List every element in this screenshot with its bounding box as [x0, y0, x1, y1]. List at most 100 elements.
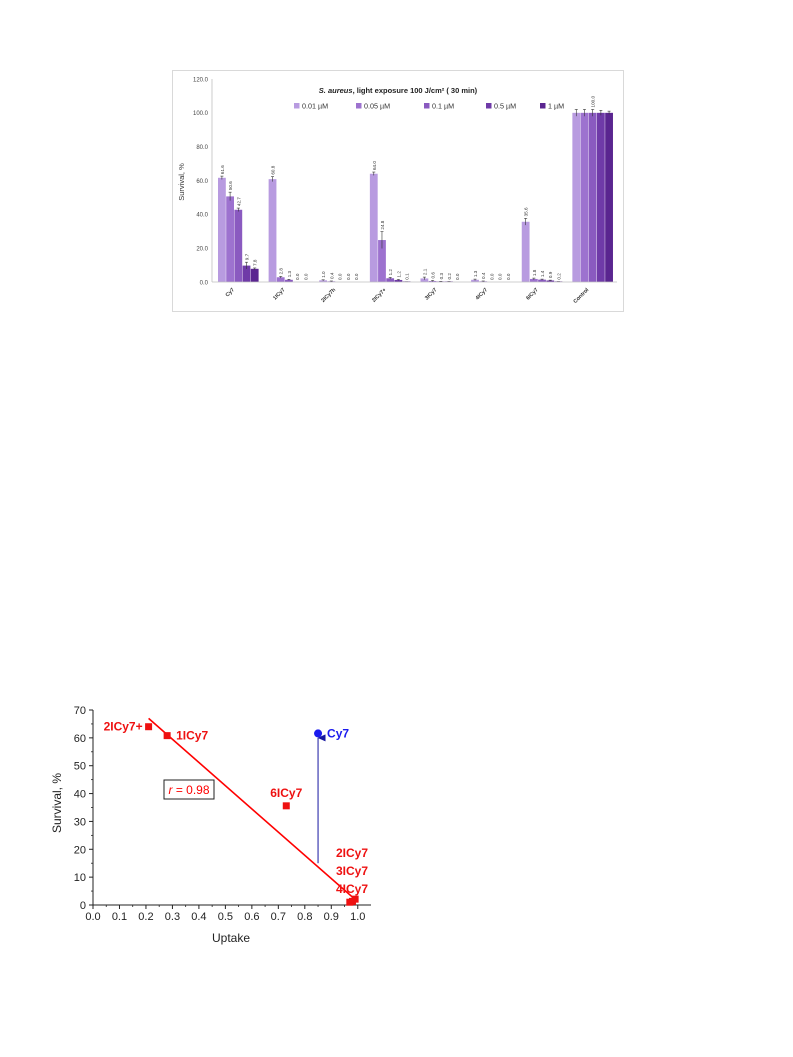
r-value: = 0.98 [172, 783, 209, 797]
chart2-y-tick-label: 60 [74, 733, 86, 745]
chart1-bar [285, 279, 293, 282]
chart1-y-tick-label: 80.0 [196, 145, 208, 151]
chart1-data-label: 1.2 [396, 271, 401, 278]
chart2-points: 2ICy7+ 1ICy7 6ICy7 Cy7 [104, 720, 359, 906]
chart1-legend-swatch [356, 103, 362, 109]
chart1-data-label: 1.4 [540, 270, 545, 277]
chart2-regression-line [148, 717, 356, 901]
chart2-y-tick-label: 20 [74, 844, 86, 856]
chart1-bar [605, 112, 613, 282]
survival-bar-chart: S. aureus, light exposure 100 J/cm² ( 30… [172, 70, 624, 312]
chart1-title-species: S. aureus [319, 86, 353, 95]
chart1-data-label: 64.0 [372, 161, 377, 170]
chart1-data-label: 0.0 [498, 273, 503, 280]
chart1-y-tick-label: 40.0 [196, 213, 208, 219]
chart1-legend: 0.01 µM 0.05 µM 0.1 µM 0.5 µM 1 µM [294, 102, 564, 111]
chart1-legend-label: 0.01 µM [302, 102, 328, 111]
chart1-bar [529, 278, 538, 282]
chart1-data-label: 0.1 [405, 273, 410, 280]
chart2-x-tick-label: 0.3 [165, 911, 180, 923]
chart1-bar [369, 173, 378, 282]
chart1-title: S. aureus, light exposure 100 J/cm² ( 30… [319, 86, 478, 95]
chart1-y-tick-label: 100.0 [193, 111, 209, 117]
chart2-stack-label: 3ICy7 [336, 864, 368, 878]
chart1-y-tick-label: 120.0 [193, 77, 209, 83]
chart2-point-label: 1ICy7 [176, 729, 208, 743]
chart2-point-cy7 [314, 729, 323, 738]
chart1-legend-swatch [486, 103, 492, 109]
chart2-x-tick-label: 0.0 [85, 911, 100, 923]
chart1-legend-swatch [424, 103, 430, 109]
chart1-data-label: 0.0 [455, 273, 460, 280]
chart2-fit-line [148, 717, 356, 901]
chart1-y-tick-label: 60.0 [196, 179, 208, 185]
chart2-x-axis-title: Uptake [212, 931, 250, 945]
chart1-bar [234, 209, 243, 282]
chart1-bar [226, 196, 234, 282]
chart1-data-label: 0.4 [481, 272, 486, 279]
chart2-y-tick-label: 0 [80, 900, 86, 912]
chart1-data-label: 0.6 [431, 272, 436, 279]
chart1-data-label: 0.0 [489, 273, 494, 280]
chart2-x-tick-label: 1.0 [350, 911, 365, 923]
chart1-bar [580, 112, 589, 282]
chart1-data-label: 0.0 [354, 273, 359, 280]
chart1-data-label: 1.3 [473, 270, 478, 277]
chart1-data-label: 1.8 [532, 269, 537, 276]
chart2-point [351, 895, 359, 903]
chart1-data-label: 0.2 [447, 273, 452, 280]
r-annotation-text: r = 0.98 [168, 783, 209, 797]
chart1-data-label: 2.1 [422, 268, 427, 275]
chart2-x-tick-label: 0.2 [138, 911, 153, 923]
chart1-data-label: 9.7 [245, 253, 250, 260]
chart2-x-tick-label: 0.6 [244, 911, 259, 923]
chart1-data-label: 0.0 [303, 273, 308, 280]
chart1-bar [420, 278, 429, 282]
r-annotation-box [163, 779, 215, 800]
chart2-stack-label: 2ICy7 [336, 846, 368, 860]
chart1-bar [596, 112, 605, 282]
chart1-legend-swatch [540, 103, 546, 109]
chart1-data-label: 0.0 [506, 273, 511, 280]
chart1-data-label: 2.8 [279, 268, 284, 275]
chart2-x-tick-label: 0.8 [297, 911, 312, 923]
chart1-legend-swatch [294, 103, 300, 109]
chart1-bar [319, 280, 328, 282]
chart1-data-label: 0.0 [346, 273, 351, 280]
chart2-y-tick-label: 40 [74, 789, 86, 801]
chart1-data-label: 35.6 [524, 207, 529, 216]
chart2-x-tick-label: 0.5 [218, 911, 233, 923]
chart1-bar [386, 278, 395, 282]
chart1-y-axis-title: Survival, % [177, 163, 186, 201]
chart1-bar [394, 279, 403, 282]
chart1-data-label: 0.0 [338, 273, 343, 280]
r-symbol: r [168, 783, 173, 797]
chart1-bar [242, 265, 251, 282]
chart1-data-label: 0.9 [548, 271, 553, 278]
chart1-y-axis: 0.0 20.0 40.0 60.0 80.0 100.0 120.0 [193, 77, 213, 286]
chart1-bar [521, 221, 530, 282]
chart1-data-label: 42.7 [236, 197, 241, 206]
chart1-bar [276, 277, 285, 282]
chart1-data-label: 100.0 [591, 96, 596, 108]
chart2-point-label: Cy7 [327, 726, 349, 740]
chart2-x-tick-label: 0.9 [324, 911, 339, 923]
chart1-legend-label: 0.5 µM [494, 102, 516, 111]
chart1-data-label: 1.2 [388, 269, 393, 276]
chart1-data-label: 50.6 [228, 181, 233, 190]
chart1-bar [378, 240, 386, 282]
chart1-bar [588, 112, 597, 282]
chart1-legend-label: 0.05 µM [364, 102, 390, 111]
chart1-data-label: 7.8 [253, 259, 258, 266]
chart2-axes: 0.0 0.1 0.2 0.3 0.4 0.5 0.6 0.7 0.8 0.9 1.0 0 10 20 30… [74, 705, 371, 923]
chart1-bars: 61.650.642.79.77.860.82.8 1.3 0.0 0.0 1.0 0.4… [218, 96, 613, 283]
chart2-point [163, 732, 171, 740]
chart2-x-tick-label: 0.1 [112, 911, 127, 923]
chart1-data-label: 0.4 [329, 272, 334, 279]
chart1-y-tick-label: 0.0 [200, 280, 209, 286]
chart1-bar [250, 268, 259, 282]
chart2-point [145, 723, 153, 731]
chart1-legend-label: 1 µM [548, 102, 564, 111]
chart1-bar [471, 279, 479, 282]
chart1-data-label: 1.0 [321, 271, 326, 278]
